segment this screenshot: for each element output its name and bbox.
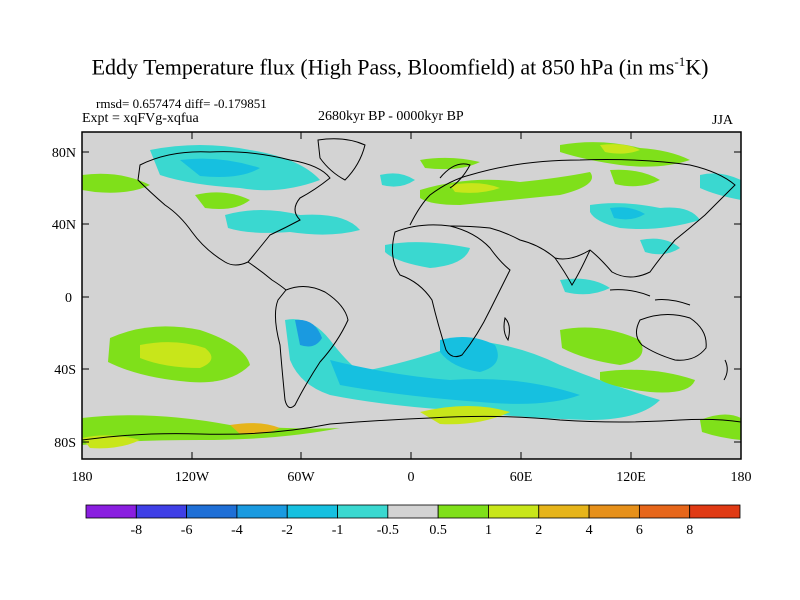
- season-label: JJA: [712, 113, 734, 128]
- colorbar-swatch: [689, 504, 741, 519]
- lon-tick-label: 120W: [175, 470, 210, 485]
- experiment-label: Expt = xqFVg-xqfua: [82, 111, 199, 126]
- colorbar-swatch: [488, 504, 540, 519]
- colorbar: [85, 504, 741, 519]
- colorbar-swatch: [286, 504, 338, 519]
- anomaly-patch: [230, 423, 280, 435]
- anomaly-patch: [600, 144, 640, 154]
- colorbar-swatch: [337, 504, 389, 519]
- coastline-africa: [391, 224, 511, 358]
- anomaly-patch: [610, 207, 645, 220]
- anomaly-patch: [640, 238, 680, 255]
- coastlines: [82, 138, 741, 441]
- lon-tick-labels: 180 120W 60W 0 60E 120E 180: [72, 470, 752, 485]
- lat-tick-label: 0: [65, 291, 72, 306]
- colorbar-label: 6: [636, 523, 643, 538]
- lon-tick-label: 120E: [616, 470, 646, 485]
- colorbar-swatch: [387, 504, 439, 519]
- colorbar-label: -2: [281, 523, 293, 538]
- anomaly-patch: [420, 157, 480, 170]
- colorbar-swatch: [638, 504, 691, 519]
- coastline-scandinavia: [439, 163, 471, 189]
- lat-tick-labels: 80N 40N 0 40S 80S: [52, 146, 76, 451]
- anomaly-patch: [140, 342, 212, 368]
- lon-tick-label: 60E: [510, 470, 533, 485]
- colorbar-swatch: [135, 504, 188, 519]
- anomaly-patch: [450, 183, 500, 193]
- anomaly-patch: [600, 369, 695, 393]
- anomaly-patch: [82, 173, 150, 193]
- anomaly-patch: [380, 173, 415, 187]
- coastline-greenland: [317, 138, 366, 181]
- colorbar-swatch: [538, 504, 590, 519]
- colorbar-swatch: [437, 504, 489, 519]
- colorbar-label: 2: [535, 523, 542, 538]
- coastline-central-america: [247, 261, 287, 291]
- lon-tick-label: 180: [731, 470, 752, 485]
- coastline-new-zealand: [723, 359, 728, 381]
- coastline-antarctica: [82, 415, 741, 441]
- colorbar-label: -4: [231, 523, 243, 538]
- anomaly-patch: [195, 192, 250, 209]
- anomaly-patch: [82, 415, 340, 445]
- anomaly-patch: [700, 173, 741, 200]
- anomaly-patch: [420, 406, 510, 425]
- lat-tick-label: 40S: [54, 363, 76, 378]
- colorbar-labels: -8 -6 -4 -2 -1 -0.5 0.5 1 2 4 6 8: [130, 523, 693, 538]
- lat-tick-label: 40N: [52, 218, 76, 233]
- anomaly-patch: [560, 278, 610, 295]
- lat-tick-label: 80N: [52, 146, 76, 161]
- coastline-australia: [636, 314, 707, 361]
- colorbar-label: -8: [130, 523, 142, 538]
- coastline-indonesia: [609, 289, 691, 306]
- lon-tick-label: 180: [72, 470, 93, 485]
- anomaly-patch: [330, 360, 580, 404]
- colorbar-label: -1: [332, 523, 344, 538]
- anomaly-field: [82, 142, 741, 449]
- period-label: 2680kyr BP - 0000kyr BP: [318, 109, 464, 124]
- anomaly-patch: [225, 210, 360, 235]
- anomaly-patch: [180, 158, 260, 177]
- colorbar-label: 1: [485, 523, 492, 538]
- colorbar-swatch: [236, 504, 288, 519]
- colorbar-swatch: [588, 504, 640, 519]
- colorbar-label: 4: [586, 523, 593, 538]
- coastline-madagascar: [503, 316, 510, 342]
- anomaly-patch: [610, 169, 660, 187]
- map-title: Eddy Temperature flux (High Pass, Bloomf…: [91, 54, 709, 80]
- colorbar-swatch: [85, 504, 137, 519]
- lat-tick-marks: [82, 151, 741, 443]
- lat-tick-label: 80S: [54, 436, 76, 451]
- anomaly-patch: [440, 336, 498, 372]
- anomaly-patch: [295, 319, 322, 347]
- lon-tick-label: 0: [408, 470, 415, 485]
- anomaly-patch: [420, 172, 592, 205]
- coastline-north-america: [137, 151, 331, 266]
- colorbar-label: -0.5: [377, 523, 399, 538]
- anomaly-patch: [560, 142, 690, 167]
- coastline-india: [554, 249, 591, 287]
- anomaly-patch: [385, 242, 470, 268]
- colorbar-label: 0.5: [429, 523, 447, 538]
- lon-tick-label: 60W: [287, 470, 315, 485]
- stats-label: rmsd= 0.657474 diff= -0.179851: [96, 96, 267, 111]
- coastline-eurasia: [409, 159, 736, 278]
- colorbar-swatch: [186, 504, 238, 519]
- coastline-south-america: [274, 286, 349, 409]
- anomaly-patch: [560, 327, 643, 365]
- colorbar-label: -6: [181, 523, 193, 538]
- lon-tick-marks: [81, 132, 742, 459]
- colorbar-label: 8: [686, 523, 693, 538]
